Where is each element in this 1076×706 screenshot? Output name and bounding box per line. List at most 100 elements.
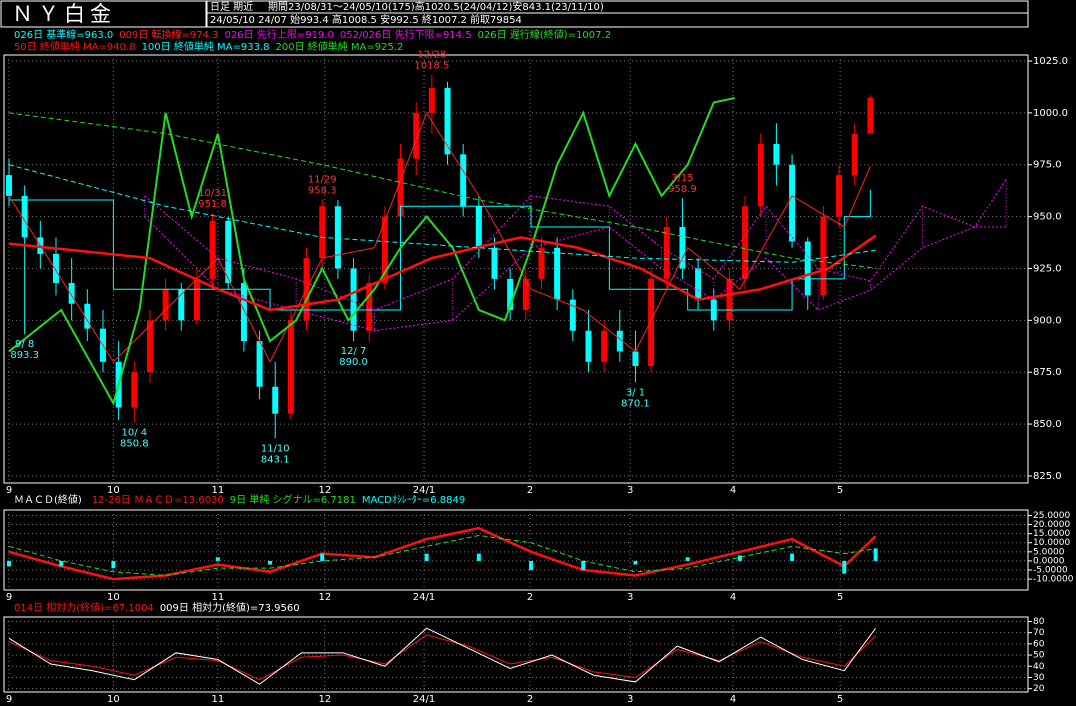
x-tick-label: 12	[318, 485, 331, 496]
y-tick-label: 70	[1033, 628, 1045, 638]
candle-body	[538, 247, 545, 279]
histogram-bar	[529, 560, 534, 570]
annotation-price: 958.3	[308, 185, 337, 196]
candle-body	[789, 164, 796, 242]
legend-entry: 200日 終値単純 MA=925.2	[275, 40, 403, 53]
series-line	[8, 526, 877, 581]
y-tick-label: 0.0000	[1033, 556, 1065, 566]
candle-body	[757, 144, 764, 207]
histogram-bar	[790, 553, 795, 561]
x-tick-label: 3	[627, 592, 633, 603]
candle-body	[507, 278, 514, 310]
x-tick-label: 5	[837, 694, 843, 705]
annotation-date: 10/ 4	[121, 427, 147, 438]
y-tick-label: 15.0000	[1033, 529, 1070, 539]
x-tick-label: 2	[527, 485, 533, 496]
legend-entry: 052/026日 先行下限=914.5	[340, 28, 472, 41]
legend-entry: 014日 相対力(終値)=67.1004	[14, 601, 154, 614]
x-tick-label: 3	[627, 694, 633, 705]
x-tick-label: 24/1	[413, 485, 435, 496]
annotation-price: 1018.5	[414, 61, 449, 72]
candle-body	[397, 158, 404, 217]
y-tick-label: 20	[1033, 684, 1045, 694]
x-tick-label: 2	[527, 592, 533, 603]
histogram-bar	[873, 548, 878, 561]
legend-entry: MACDｵｼﾚｰﾀｰ=6.8849	[362, 494, 465, 506]
y-tick-label: 10.0000	[1033, 538, 1070, 548]
legend-entry: 026日 先行上限=919.0	[225, 28, 334, 41]
annotation-price: 951.8	[198, 199, 227, 210]
histogram-bar	[633, 560, 638, 565]
y-tick-label: 60	[1033, 639, 1045, 649]
x-tick-label: 2	[527, 694, 533, 705]
histogram-bar	[7, 560, 11, 567]
annotation-price: 843.1	[261, 454, 290, 465]
series-line	[144, 216, 1007, 332]
candle-body	[585, 330, 592, 362]
candle-body	[334, 206, 341, 269]
candle-body	[742, 206, 749, 279]
candle-body	[569, 299, 576, 331]
candle-body	[193, 278, 200, 321]
y-tick-label: 40	[1033, 662, 1045, 672]
x-tick-label: 9	[6, 694, 12, 705]
candle-body	[867, 97, 874, 134]
annotation-date: 3/15	[671, 173, 693, 184]
candle-body	[381, 216, 388, 284]
x-tick-label: 5	[837, 592, 843, 603]
candle-body	[836, 175, 843, 217]
histogram-bar	[737, 555, 742, 561]
histogram-bar	[476, 553, 481, 561]
x-tick-label: 4	[730, 485, 736, 496]
y-tick-label: 875.0	[1033, 367, 1062, 378]
candle-body	[366, 283, 373, 331]
histogram-bar	[215, 557, 220, 561]
candle-body	[178, 289, 185, 321]
legend-entry: 026日 基準線=963.0	[14, 28, 113, 41]
info-line: 期間23/08/31～24/05/10(175)高1020.5(24/04/12…	[268, 0, 604, 13]
legend-entry: 50日 終値単純 MA=940.8	[14, 40, 136, 53]
histogram-bar	[424, 553, 429, 561]
mode: 日足 期近	[210, 0, 253, 13]
title: ＮＹ白金	[12, 2, 116, 26]
x-tick-label: 24/1	[413, 592, 435, 603]
histogram-bar	[59, 560, 64, 567]
annotation-price: 893.3	[10, 350, 39, 361]
series-line	[8, 234, 877, 312]
x-tick-label: 5	[837, 485, 843, 496]
y-tick-label: 30	[1033, 673, 1045, 683]
candle-body	[460, 154, 467, 207]
candle-body	[272, 386, 279, 414]
x-tick-label: 11	[211, 485, 224, 496]
candle-body	[209, 220, 216, 279]
candle-body	[350, 268, 357, 331]
x-tick-label: 11	[211, 694, 224, 705]
y-tick-label: -10.0000	[1033, 575, 1074, 585]
x-tick-label: 4	[730, 592, 736, 603]
candle-body	[68, 283, 75, 304]
y-tick-label: 825.0	[1033, 471, 1062, 482]
y-tick-label: 1025.0	[1033, 56, 1068, 67]
annotation-date: 10/31	[198, 188, 227, 199]
histogram-bar	[842, 560, 847, 574]
candle-body	[663, 226, 670, 279]
candle-body	[444, 87, 451, 155]
y-tick-label: -5.0000	[1033, 566, 1068, 576]
legend-entry: 12-26日 ＭＡＣＤ=13.6030	[92, 495, 224, 506]
annotation-price: 870.1	[621, 398, 650, 409]
y-tick-label: 850.0	[1033, 419, 1062, 430]
y-tick-label: 925.0	[1033, 263, 1062, 274]
legend-entry: 026日 遅行線(終値)=1007.2	[478, 28, 611, 41]
x-tick-label: 12	[318, 694, 331, 705]
x-tick-label: 4	[730, 694, 736, 705]
annotation-date: 9/ 8	[15, 339, 34, 350]
annotation-date: 12/28	[417, 50, 446, 61]
legend-entry: 009日 転換線=974.3	[119, 28, 218, 41]
y-tick-label: 50	[1033, 651, 1045, 661]
y-tick-label: 80	[1033, 617, 1045, 627]
candle-body	[632, 351, 639, 366]
candle-body	[554, 247, 561, 300]
candle-body	[601, 330, 608, 362]
series-line	[8, 112, 876, 269]
